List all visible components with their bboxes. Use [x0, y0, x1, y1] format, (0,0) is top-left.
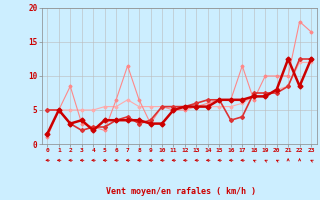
Text: Vent moyen/en rafales ( km/h ): Vent moyen/en rafales ( km/h ) [106, 187, 256, 196]
